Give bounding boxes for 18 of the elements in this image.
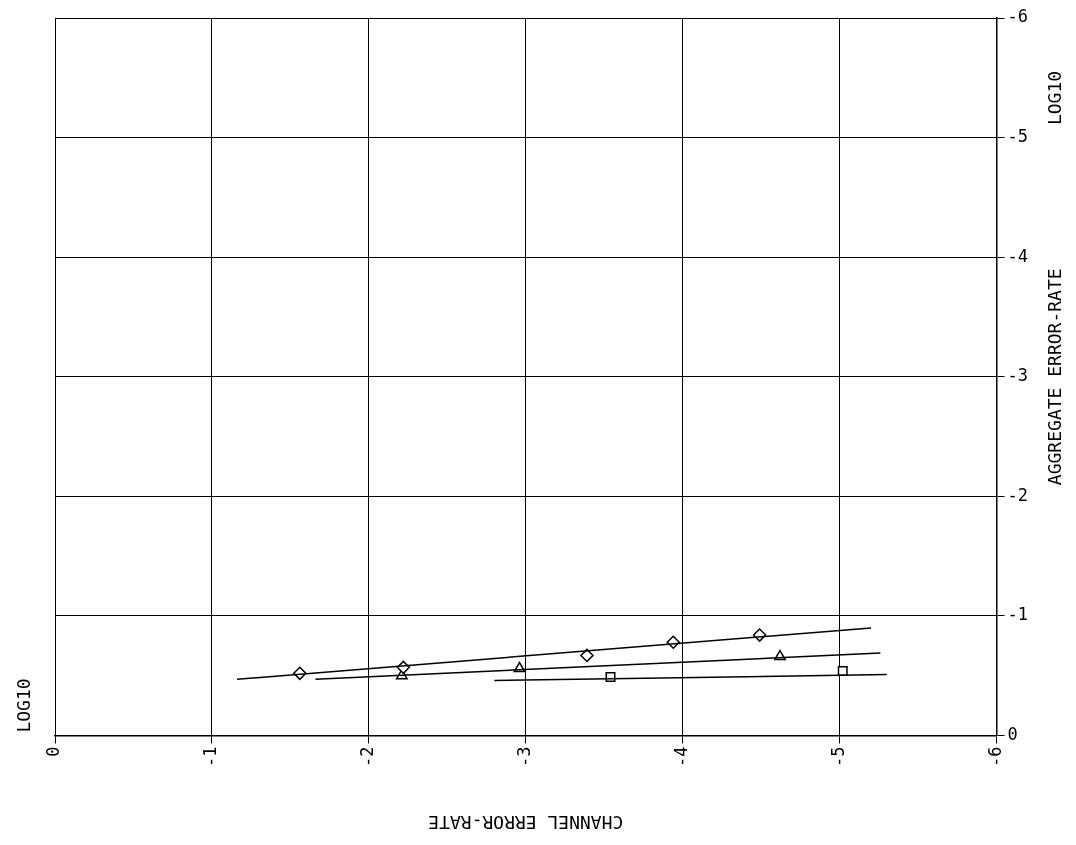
text: LOG10: [12, 678, 34, 733]
y-tick-label: -1: [1007, 604, 1029, 625]
y-tick-label: -5: [1007, 126, 1029, 147]
y-tick-label: -6: [1007, 6, 1029, 27]
y-axis-title: AGGREGATE ERROR-RATE: [1044, 268, 1066, 486]
x-tick-label: -2: [357, 746, 378, 768]
y-tick-label: -2: [1007, 484, 1029, 505]
x-tick-label: -3: [514, 746, 535, 768]
y-tick-label: -4: [1007, 245, 1029, 266]
y-tick-label: -3: [1007, 365, 1029, 386]
x-tick-label: -1: [200, 746, 221, 768]
x-tick-label: 0: [43, 746, 64, 757]
x-axis-title: CHANNEL ERROR-RATE: [428, 811, 624, 833]
text: LOG10: [1044, 70, 1066, 126]
x-tick-label: -6: [984, 746, 1005, 768]
x-tick-label: -4: [671, 746, 692, 768]
y-tick-label: 0: [1007, 723, 1018, 744]
x-tick-label: -5: [828, 746, 849, 768]
